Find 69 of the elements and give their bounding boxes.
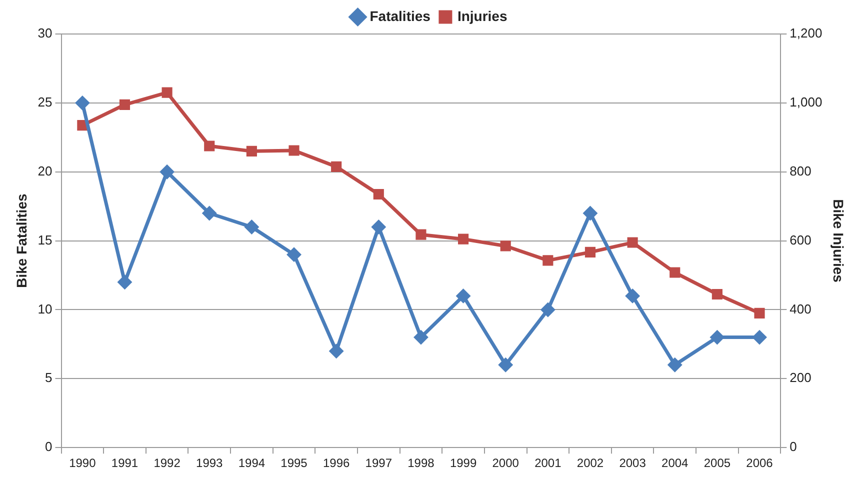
y-tick-label: 5: [45, 370, 52, 386]
x-tick-label: 2005: [704, 456, 731, 470]
x-tick-label: 1991: [111, 456, 138, 470]
point: [712, 288, 722, 300]
point: [456, 289, 470, 303]
point: [583, 206, 597, 220]
x-tick-label: 1997: [365, 456, 392, 470]
point: [288, 145, 300, 156]
point: [331, 161, 342, 172]
point: [204, 140, 215, 152]
point: [118, 275, 132, 289]
point: [752, 330, 766, 344]
point: [458, 234, 469, 244]
x-tick-label: 1996: [322, 456, 350, 470]
x-tick-label: 2004: [662, 456, 689, 470]
x-tick-label: 1993: [196, 456, 224, 470]
y2-axis-title: Bike Injuries: [830, 199, 847, 283]
point: [244, 220, 258, 234]
point: [202, 206, 216, 220]
point: [710, 330, 724, 344]
y-tick-label: 20: [38, 163, 52, 178]
x-tick-label: 2002: [576, 456, 604, 470]
point: [542, 255, 554, 266]
point: [119, 99, 130, 110]
y2-tick-label: 400: [790, 301, 812, 316]
y-tick-label: 10: [38, 301, 52, 316]
point: [76, 96, 90, 110]
point: [498, 358, 512, 372]
x-tick-label: 1995: [280, 456, 308, 470]
point: [414, 330, 428, 344]
point: [162, 87, 172, 98]
y2-tick-label: 1,200: [790, 26, 822, 41]
y-tick-label: 15: [38, 232, 52, 248]
point: [626, 289, 640, 303]
point: [668, 358, 682, 372]
x-tick-label: 1994: [238, 456, 266, 470]
y2-tick-label: 600: [790, 232, 812, 248]
y-tick-label: 25: [38, 94, 52, 110]
x-tick-label: 1998: [408, 456, 435, 470]
x-tick-label: 1992: [154, 456, 181, 470]
point: [416, 229, 426, 240]
y-tick-label: 30: [38, 26, 52, 41]
point: [372, 220, 386, 234]
y2-tick-label: 200: [790, 370, 812, 386]
point: [627, 237, 638, 248]
y2-tick-label: 800: [790, 163, 812, 178]
point: [373, 188, 384, 200]
legend-label: Injuries: [457, 8, 508, 24]
y-tick-label: 0: [45, 439, 52, 454]
point: [754, 308, 765, 318]
x-tick-label: 2001: [534, 456, 562, 470]
point: [287, 248, 301, 262]
x-tick-label: 2003: [619, 456, 646, 470]
legend-label: Fatalities: [370, 8, 431, 24]
point: [541, 302, 555, 316]
x-tick-label: 2000: [492, 456, 520, 470]
point: [160, 165, 174, 179]
y-axis-title: Bike Fatalities: [13, 194, 30, 288]
point: [77, 120, 88, 131]
x-tick-label: 2006: [746, 456, 774, 470]
point: [330, 344, 344, 358]
point: [500, 240, 511, 252]
x-tick-label: 1990: [69, 456, 96, 470]
x-tick-label: 1999: [450, 456, 477, 470]
point: [670, 267, 680, 278]
point: [246, 146, 257, 156]
y2-tick-label: 1,000: [790, 94, 822, 110]
y2-tick-label: 0: [790, 439, 797, 454]
point: [584, 246, 596, 258]
